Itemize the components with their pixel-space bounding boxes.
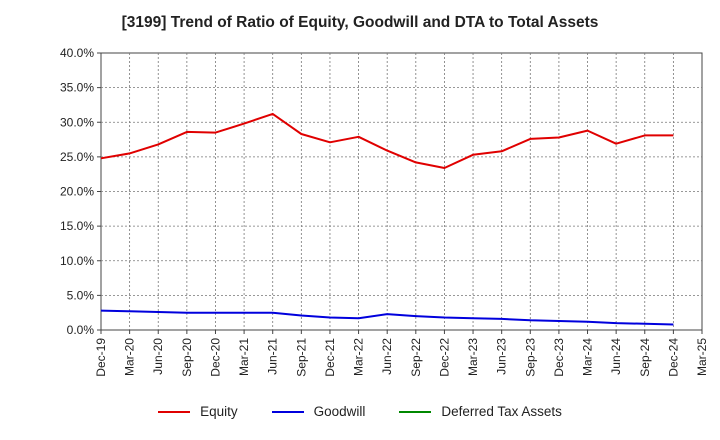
y-tick-label: 5.0% <box>67 288 95 302</box>
legend-item-equity: Equity <box>158 404 238 419</box>
legend-item-dta: Deferred Tax Assets <box>399 404 562 419</box>
x-tick-label: Sep-23 <box>523 338 537 377</box>
x-tick-label: Dec-23 <box>552 338 566 377</box>
y-tick-label: 40.0% <box>60 46 94 60</box>
x-tick-label: Dec-22 <box>437 338 451 377</box>
y-tick-label: 20.0% <box>60 185 94 199</box>
x-tick-label: Jun-21 <box>266 338 280 375</box>
x-tick-label: Mar-25 <box>695 338 709 376</box>
legend-label-equity: Equity <box>200 404 238 419</box>
x-tick-label: Dec-21 <box>323 338 337 377</box>
series-line-equity <box>100 112 674 169</box>
gridlines <box>101 53 702 330</box>
y-tick-label: 10.0% <box>60 254 94 268</box>
series-line-goodwill <box>100 309 674 326</box>
legend-swatch-equity <box>158 410 191 413</box>
x-tick-label: Dec-20 <box>208 338 222 377</box>
x-tick-label: Dec-24 <box>666 338 680 377</box>
axis-ticks: 0.0% 5.0% 10.0% 15.0% 20.0% 25.0% 30.0% 35.0% 40… <box>60 46 709 377</box>
legend-label-dta: Deferred Tax Assets <box>441 404 562 419</box>
x-tick-label: Jun-24 <box>609 338 623 375</box>
x-tick-label: Jun-23 <box>495 338 509 375</box>
legend-swatch-goodwill <box>271 410 304 413</box>
legend-label-goodwill: Goodwill <box>313 404 366 419</box>
x-tick-label: Mar-20 <box>123 338 137 376</box>
legend-item-goodwill: Goodwill <box>271 404 366 419</box>
series-lines <box>100 112 674 326</box>
y-tick-label: 0.0% <box>67 323 95 337</box>
y-tick-label: 25.0% <box>60 150 94 164</box>
x-tick-label: Sep-20 <box>180 338 194 377</box>
y-tick-label: 35.0% <box>60 81 94 95</box>
legend: Equity Goodwill Deferred Tax Assets <box>0 404 720 419</box>
x-tick-label: Mar-24 <box>581 338 595 376</box>
legend-swatch-dta <box>399 410 432 413</box>
x-tick-label: Mar-23 <box>466 338 480 376</box>
x-tick-label: Sep-21 <box>294 338 308 377</box>
x-tick-label: Jun-22 <box>380 338 394 375</box>
x-tick-label: Sep-24 <box>638 338 652 377</box>
y-tick-label: 15.0% <box>60 219 94 233</box>
x-tick-label: Mar-21 <box>237 338 251 376</box>
x-tick-label: Jun-20 <box>151 338 165 375</box>
x-tick-label: Mar-22 <box>352 338 366 376</box>
y-tick-label: 30.0% <box>60 115 94 129</box>
x-tick-label: Sep-22 <box>409 338 423 377</box>
x-tick-label: Dec-19 <box>94 338 108 377</box>
chart-title: [3199] Trend of Ratio of Equity, Goodwil… <box>121 14 599 31</box>
